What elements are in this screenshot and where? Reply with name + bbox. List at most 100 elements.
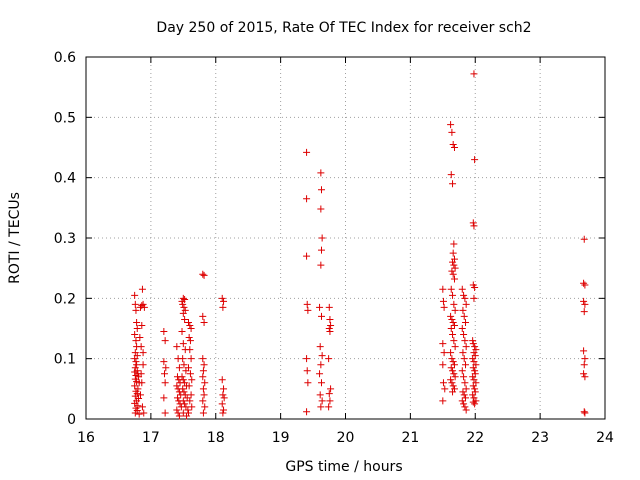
data-point [140,303,148,311]
data-point [447,285,455,293]
data-point [469,355,477,363]
data-point [139,300,147,308]
data-point [447,171,455,179]
data-point [160,358,168,366]
data-point [471,343,479,351]
data-point [131,409,139,417]
data-point [447,349,455,357]
data-point [580,279,588,287]
data-point [139,349,147,357]
data-point [449,318,457,326]
data-point [449,140,457,148]
data-point [327,385,335,393]
grid-lines [86,57,605,419]
data-point [199,312,207,320]
data-point [447,312,455,320]
data-point [326,397,334,405]
data-point [218,400,226,408]
data-point [327,321,335,329]
data-point [440,303,448,311]
x-tick-label: 20 [337,430,355,446]
data-point [458,285,466,293]
data-point [132,337,140,345]
data-point [303,367,311,375]
data-point [187,325,195,332]
y-tick-label: 0.2 [54,291,76,307]
data-point [580,370,588,378]
y-tick-labels: 0 0.1 0.2 0.3 0.4 0.5 0.6 [54,50,76,428]
data-point [317,205,325,213]
data-point [173,394,181,402]
data-point [581,409,589,417]
data-point [447,325,455,332]
x-tick-labels: 16 17 18 19 20 21 22 23 24 [77,430,614,446]
data-point [131,382,139,390]
data-point [462,318,470,326]
data-point [199,367,207,375]
data-point [199,409,207,417]
data-point [179,385,187,393]
y-tick-label: 0.4 [54,171,76,187]
data-point [186,321,194,329]
data-point [580,308,588,316]
data-point [199,373,207,381]
data-point [199,397,207,405]
data-point [318,352,326,360]
data-point [317,312,325,320]
data-point [181,400,189,408]
data-point [199,270,207,278]
data-point [450,337,458,345]
data-point [186,397,194,405]
data-point [439,285,447,293]
data-point [180,361,188,369]
data-point [179,355,187,363]
data-point [317,186,325,194]
data-point [325,403,333,411]
data-point [199,385,207,393]
data-point [580,235,588,243]
data-point [218,376,226,384]
data-point [317,261,325,269]
data-point [439,297,447,305]
data-point [131,364,139,372]
data-point [200,271,208,279]
data-point [469,337,477,345]
data-point [179,294,187,302]
data-point [450,321,458,329]
x-tick-label: 18 [207,430,225,446]
data-point [326,328,334,336]
data-point [173,343,181,351]
data-point [188,376,196,384]
data-point [469,364,477,372]
data-point [199,355,207,363]
y-tick-label: 0.1 [54,352,76,368]
data-point [450,144,458,151]
data-point [303,195,311,203]
data-point [461,337,469,345]
data-point [462,385,470,393]
data-point [131,368,139,376]
data-point [178,328,186,336]
data-point [181,315,189,323]
x-tick-label: 19 [272,430,290,446]
data-point [450,275,458,283]
data-point [450,300,458,308]
data-point [450,370,458,378]
data-point [220,385,228,393]
data-point [200,318,208,326]
data-point [303,148,311,156]
data-point [180,303,188,311]
data-point [581,355,589,363]
data-point [325,303,333,311]
data-point [179,340,187,348]
y-axis-title: ROTI / TECUs [7,192,23,284]
data-point [459,388,467,396]
data-point [133,361,141,369]
data-point [316,343,324,351]
data-point [316,370,324,378]
x-axis-title: GPS time / hours [285,459,402,475]
data-point [580,361,588,369]
data-point [459,349,467,357]
data-point [161,409,169,417]
data-point [460,331,468,339]
